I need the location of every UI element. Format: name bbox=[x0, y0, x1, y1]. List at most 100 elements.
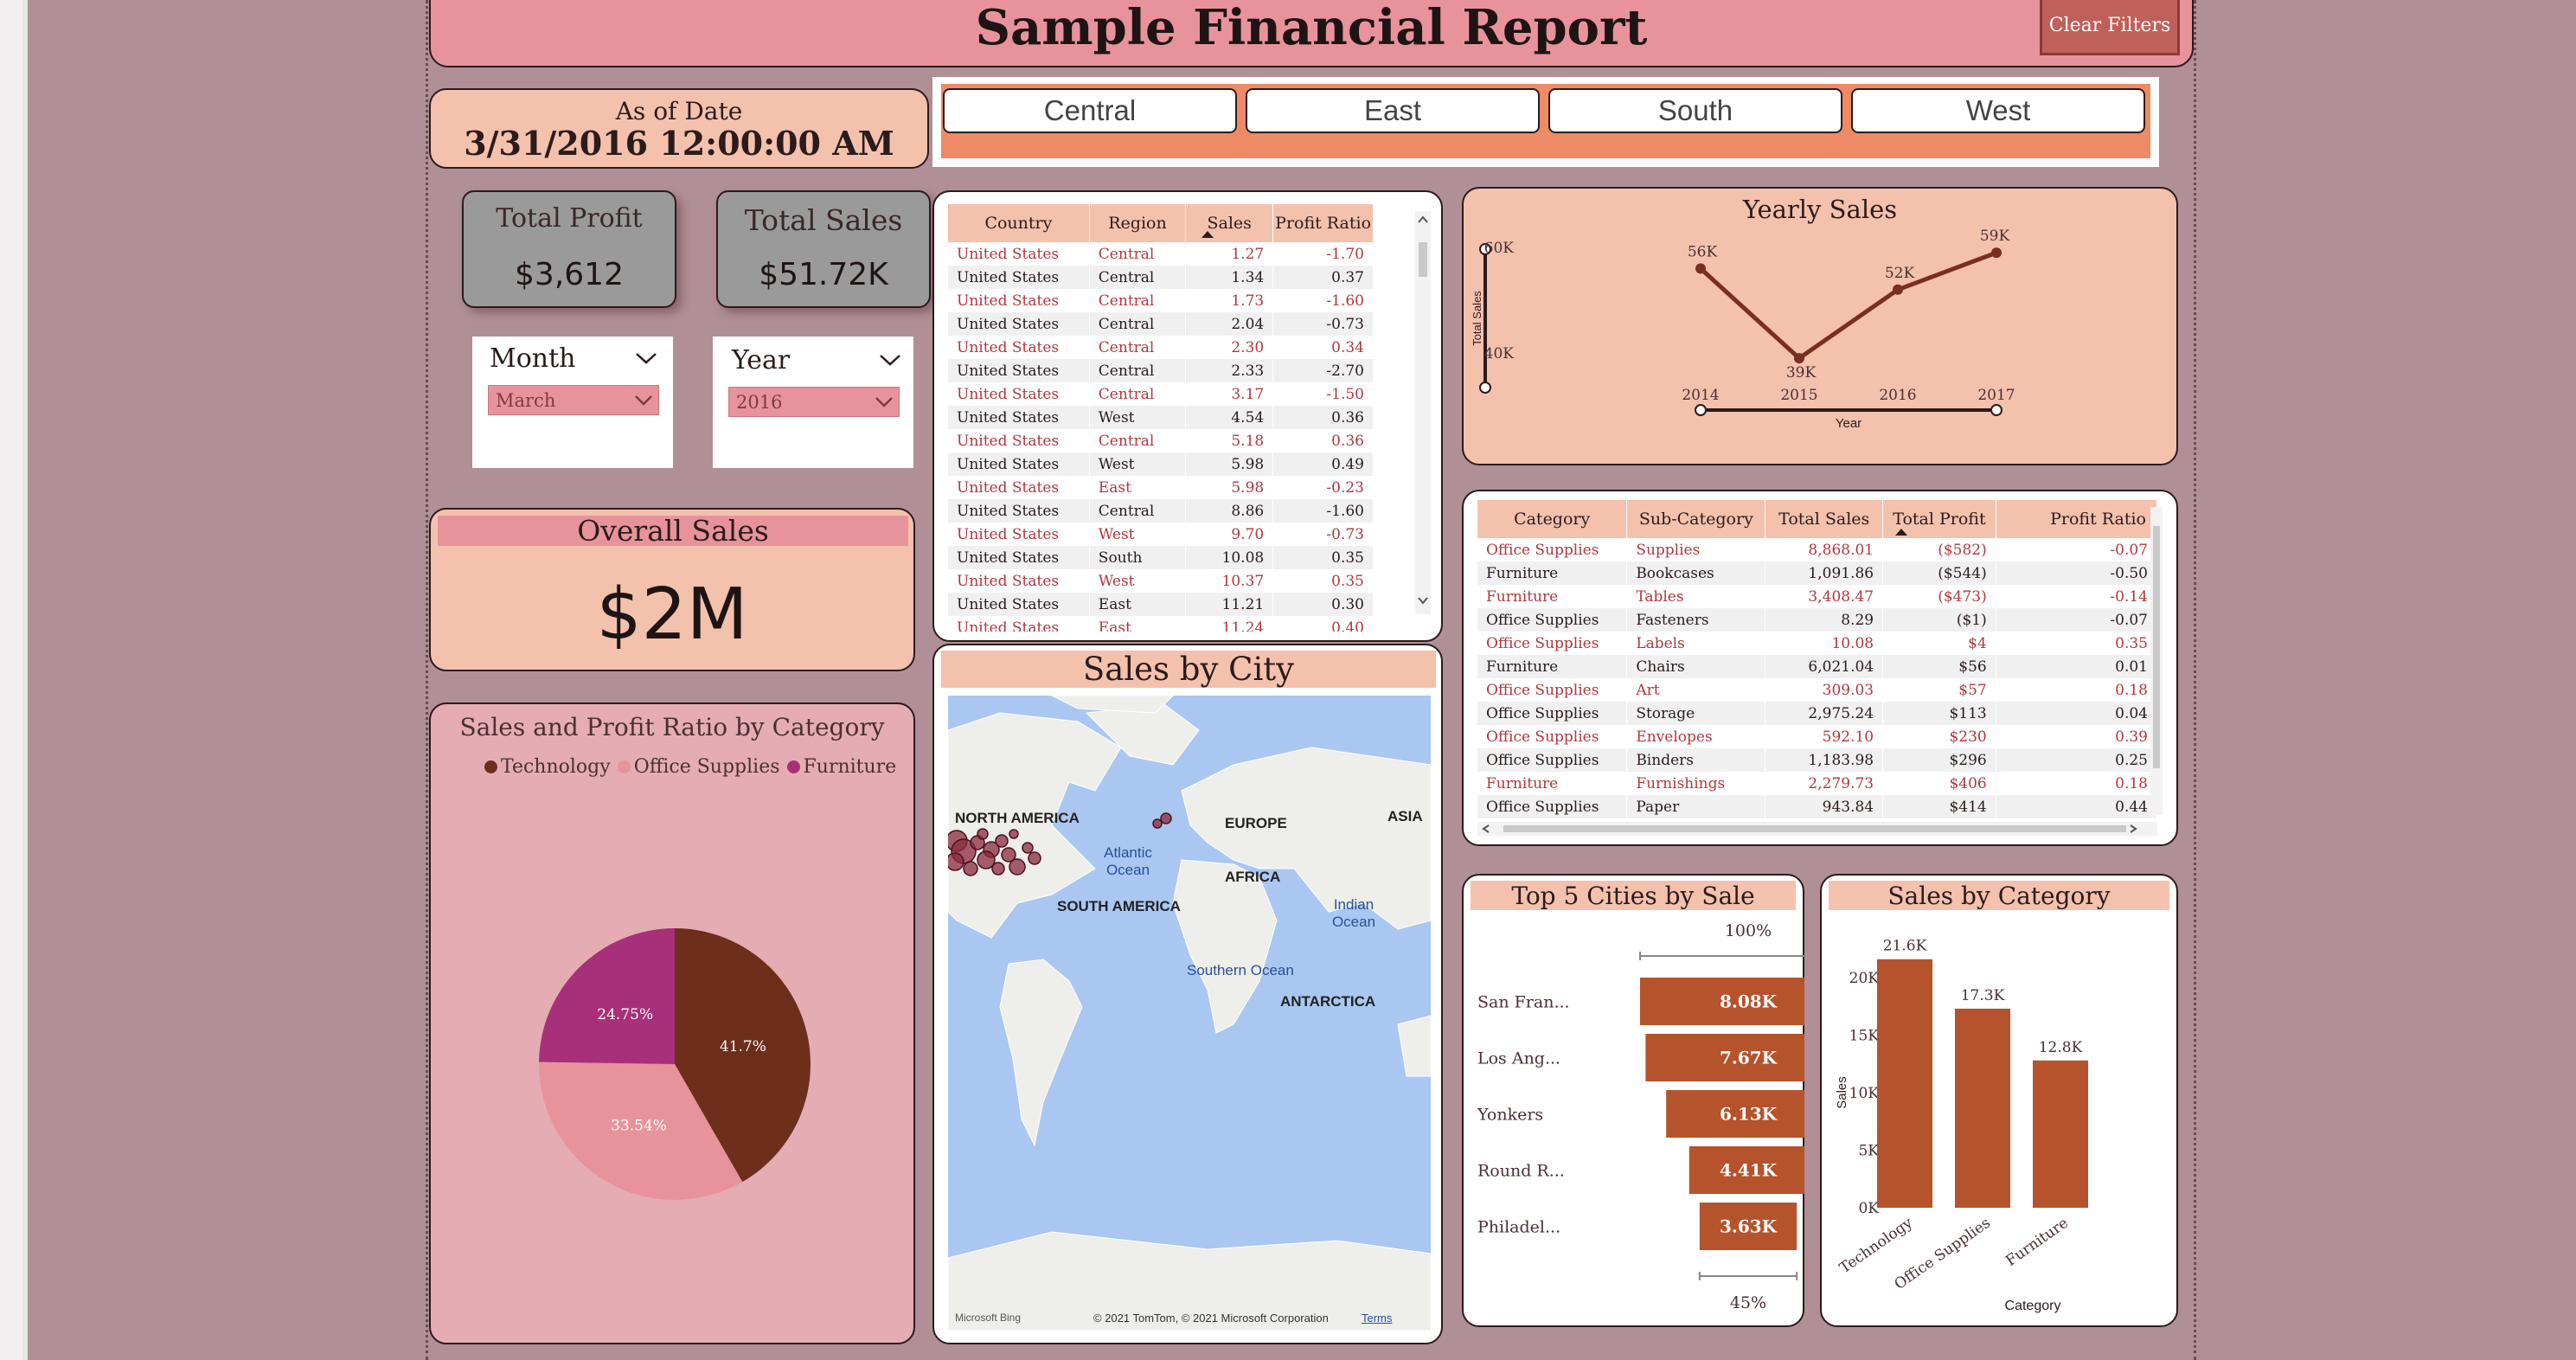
table-row[interactable]: United States West 9.70 -0.73 bbox=[948, 523, 1374, 546]
slider-handle-icon[interactable] bbox=[1695, 404, 1707, 416]
table-row[interactable]: United States Central 5.18 0.36 bbox=[948, 429, 1374, 452]
legend-item-technology[interactable]: Technology bbox=[484, 756, 611, 778]
data-point[interactable] bbox=[1893, 284, 1903, 295]
label-antarctica: ANTARCTICA bbox=[1280, 993, 1376, 1010]
table-row[interactable]: Office Supplies Binders 1,183.98 $296 0.25 bbox=[1477, 748, 2157, 772]
sales-by-category-chart[interactable]: 0K5K10K15K20KSales21.6KTechnology17.3KOf… bbox=[1820, 874, 2178, 1327]
category-bar[interactable] bbox=[1877, 959, 1932, 1208]
category-pie-chart[interactable]: 41.7% 33.54% 24.75% bbox=[519, 908, 830, 1220]
slider-handle-icon[interactable] bbox=[1479, 243, 1491, 255]
table-cell: Central bbox=[1089, 289, 1187, 312]
table-row[interactable]: Office Supplies Envelopes 592.10 $230 0.39 bbox=[1477, 725, 2157, 748]
col-header-region[interactable]: Region bbox=[1089, 204, 1187, 242]
table-row[interactable]: Furniture Tables 3,408.47 ($473) -0.14 bbox=[1477, 585, 2157, 608]
table-cell: United States bbox=[948, 242, 1090, 266]
region-button-south[interactable]: South bbox=[1548, 88, 1842, 133]
category-bar[interactable] bbox=[1955, 1008, 2010, 1208]
orders-table-viewport[interactable]: Country Region Sales Profit Ratio United… bbox=[948, 204, 1374, 632]
scrollbar-thumb[interactable] bbox=[1503, 825, 2126, 832]
data-point[interactable] bbox=[1695, 263, 1706, 274]
pie-slice[interactable] bbox=[539, 1062, 743, 1200]
table-cell: $414 bbox=[1882, 795, 1996, 818]
table-row[interactable]: United States Central 2.33 -2.70 bbox=[948, 359, 1374, 382]
sales-by-city-map[interactable]: NORTH AMERICA EUROPE ASIA Atlantic Ocean… bbox=[948, 696, 1431, 1331]
orders-scrollbar[interactable] bbox=[1415, 211, 1431, 614]
data-point[interactable] bbox=[1794, 353, 1804, 364]
scrollbar-thumb[interactable] bbox=[1419, 242, 1427, 277]
scroll-left-icon[interactable] bbox=[1481, 824, 1491, 834]
table-cell: 5.98 bbox=[1185, 452, 1274, 476]
table-row[interactable]: Furniture Furnishings 2,279.73 $406 0.18 bbox=[1477, 772, 2157, 795]
table-cell: 9.70 bbox=[1185, 523, 1274, 546]
region-button-central[interactable]: Central bbox=[943, 88, 1237, 133]
scroll-right-icon[interactable] bbox=[2128, 824, 2138, 834]
terms-link[interactable]: Terms bbox=[1362, 1312, 1393, 1325]
region-button-west[interactable]: West bbox=[1851, 88, 2145, 133]
legend-item-office-supplies[interactable]: Office Supplies bbox=[617, 756, 780, 778]
table-row[interactable]: Office Supplies Paper 943.84 $414 0.44 bbox=[1477, 795, 2157, 818]
table-cell: $113 bbox=[1882, 702, 1996, 725]
month-dropdown[interactable]: March bbox=[488, 385, 659, 415]
col-header-category[interactable]: Category bbox=[1477, 500, 1628, 538]
table-row[interactable]: United States East 11.24 0.40 bbox=[948, 616, 1374, 632]
category-hscrollbar[interactable] bbox=[1477, 822, 2157, 836]
legend-item-furniture[interactable]: Furniture bbox=[786, 756, 896, 778]
table-row[interactable]: Furniture Bookcases 1,091.86 ($544) -0.50 bbox=[1477, 561, 2157, 585]
category-table: Category Sub-Category Total Sales Total … bbox=[1477, 500, 2157, 818]
funnel-bar[interactable] bbox=[1688, 1146, 1804, 1194]
slider-handle-icon[interactable] bbox=[1990, 404, 2002, 416]
table-cell: United States bbox=[948, 429, 1090, 452]
col-header-country[interactable]: Country bbox=[948, 204, 1090, 242]
data-point[interactable] bbox=[1991, 247, 2002, 259]
table-row[interactable]: United States East 11.21 0.30 bbox=[948, 593, 1374, 616]
chevron-down-icon[interactable] bbox=[879, 352, 901, 368]
city-bubbles[interactable] bbox=[948, 696, 1431, 1331]
table-row[interactable]: United States West 10.37 0.35 bbox=[948, 569, 1374, 593]
table-row[interactable]: United States Central 8.86 -1.60 bbox=[948, 499, 1374, 523]
region-button-east[interactable]: East bbox=[1246, 88, 1540, 133]
scroll-down-icon[interactable] bbox=[1417, 595, 1429, 606]
clear-filters-button[interactable]: Clear Filters bbox=[2040, 0, 2180, 55]
table-row[interactable]: United States East 5.98 -0.23 bbox=[948, 476, 1374, 499]
table-row[interactable]: Office Supplies Supplies 8,868.01 ($582) -0.… bbox=[1477, 538, 2157, 561]
col-header-sub-category[interactable]: Sub-Category bbox=[1626, 500, 1766, 538]
table-row[interactable]: United States Central 2.30 0.34 bbox=[948, 336, 1374, 359]
chevron-down-icon[interactable] bbox=[635, 350, 657, 366]
scroll-up-icon[interactable] bbox=[1417, 215, 1429, 225]
funnel-bar[interactable] bbox=[1640, 978, 1804, 1025]
table-row[interactable]: United States West 4.54 0.36 bbox=[948, 406, 1374, 429]
scrollbar-thumb[interactable] bbox=[2153, 526, 2160, 768]
top5-funnel-chart[interactable]: 100% 8.08K San Fran... 7.67K Los Ang... 6.13K… bbox=[1462, 874, 1804, 1327]
total-profit-value: $3,612 bbox=[515, 256, 624, 292]
col-header-total-sales[interactable]: Total Sales bbox=[1765, 500, 1884, 538]
year-dropdown[interactable]: 2016 bbox=[728, 387, 900, 417]
funnel-bar[interactable] bbox=[1666, 1090, 1804, 1138]
table-row[interactable]: United States Central 1.27 -1.70 bbox=[948, 242, 1374, 266]
table-cell: 2,279.73 bbox=[1765, 772, 1884, 795]
table-row[interactable]: Office Supplies Storage 2,975.24 $113 0.04 bbox=[1477, 702, 2157, 725]
table-row[interactable]: United States West 5.98 0.49 bbox=[948, 452, 1374, 476]
table-row[interactable]: United States Central 1.34 0.37 bbox=[948, 266, 1374, 289]
table-row[interactable]: Office Supplies Fasteners 8.29 ($1) -0.07 bbox=[1477, 608, 2157, 632]
pie-slice[interactable] bbox=[539, 928, 675, 1064]
funnel-bar[interactable] bbox=[1645, 1034, 1804, 1081]
pie-slice-label: 41.7% bbox=[720, 1038, 766, 1055]
category-bar[interactable] bbox=[2033, 1060, 2088, 1208]
table-row[interactable]: United States Central 2.04 -0.73 bbox=[948, 312, 1374, 336]
pie-slice[interactable] bbox=[675, 928, 811, 1183]
table-row[interactable]: United States Central 3.17 -1.50 bbox=[948, 382, 1374, 406]
col-header-profit-ratio[interactable]: Profit Ratio bbox=[1996, 500, 2157, 538]
yearly-sales-chart[interactable]: Total Sales 60K 40K Year 56K 2014 39K 2015 52K 20… bbox=[1462, 187, 2178, 465]
table-row[interactable]: United States Central 1.73 -1.60 bbox=[948, 289, 1374, 312]
col-header-sales[interactable]: Sales bbox=[1185, 204, 1274, 242]
table-row[interactable]: Furniture Chairs 6,021.04 $56 0.01 bbox=[1477, 655, 2157, 678]
table-row[interactable]: Office Supplies Art 309.03 $57 0.18 bbox=[1477, 678, 2157, 702]
category-table-viewport[interactable]: Category Sub-Category Total Sales Total … bbox=[1477, 500, 2157, 822]
col-header-profit-ratio[interactable]: Profit Ratio bbox=[1272, 204, 1374, 242]
funnel-bar[interactable] bbox=[1699, 1203, 1797, 1250]
table-row[interactable]: United States South 10.08 0.35 bbox=[948, 546, 1374, 569]
slider-handle-icon[interactable] bbox=[1479, 382, 1491, 394]
table-row[interactable]: Office Supplies Labels 10.08 $4 0.35 bbox=[1477, 632, 2157, 655]
data-label: 52K bbox=[1885, 265, 1915, 282]
category-vscrollbar[interactable] bbox=[2150, 507, 2163, 815]
